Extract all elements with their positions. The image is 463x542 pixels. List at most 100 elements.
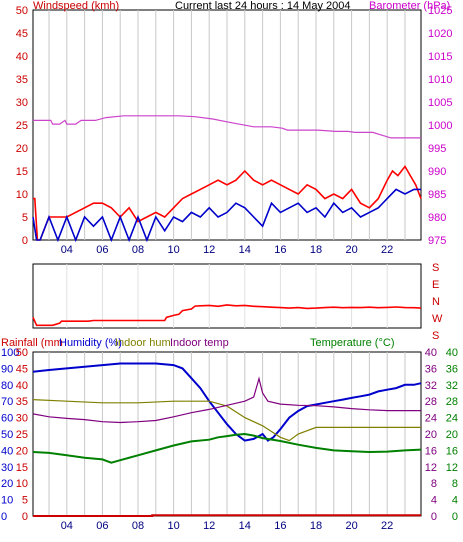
direction-tick-label: W — [432, 313, 443, 325]
humidity-tick-label: 60 — [1, 413, 13, 425]
wind-x-tick-label: 04 — [61, 244, 73, 256]
humidity-x-tick-label: 08 — [132, 520, 144, 532]
wind-tick-label: 15 — [16, 166, 28, 178]
wind-tick-label: 45 — [16, 28, 28, 40]
direction-plot-frame — [32, 263, 422, 329]
humidity-x-tick-label: 20 — [345, 520, 357, 532]
rainfall-tick-label: 0 — [22, 511, 28, 523]
indoor-temp-tick-label: 0 — [431, 511, 437, 523]
wind-axis-label: Windspeed (kmh) — [33, 0, 119, 12]
humidity-x-tick-label: 18 — [310, 520, 322, 532]
barometer-tick-label: 1000 — [428, 120, 452, 132]
barometer-tick-label: 985 — [428, 189, 446, 201]
wind-x-tick-label: 16 — [274, 244, 286, 256]
rainfall-tick-label: 30 — [16, 413, 28, 425]
wind-tick-label: 25 — [16, 120, 28, 132]
barometer-tick-label: 990 — [428, 166, 446, 178]
humidity-tick-label: 20 — [1, 478, 13, 490]
barometer-tick-label: 1005 — [428, 97, 452, 109]
barometer-tick-label: 995 — [428, 143, 446, 155]
temperature-tick-label: 16 — [446, 445, 458, 457]
direction-tick-label: S — [432, 262, 439, 274]
wind-tick-label: 50 — [16, 5, 28, 17]
rainfall-tick-label: 25 — [16, 429, 28, 441]
temperature-tick-label: 32 — [446, 380, 458, 392]
indoor-temp-tick-label: 24 — [425, 413, 437, 425]
wind-tick-label: 0 — [22, 235, 28, 247]
indoor-temp-tick-label: 32 — [425, 380, 437, 392]
wind-x-tick-label: 10 — [167, 244, 179, 256]
indoor-temp-tick-label: 28 — [425, 396, 437, 408]
wind-x-tick-label: 08 — [132, 244, 144, 256]
humidity-x-tick-label: 06 — [96, 520, 108, 532]
wind-x-tick-label: 20 — [345, 244, 357, 256]
humidity-tick-label: 0 — [1, 511, 7, 523]
indoor_hum-series — [32, 399, 421, 442]
barometer-tick-label: 1020 — [428, 28, 452, 40]
barometer-tick-label: 1015 — [428, 51, 452, 63]
wind_avg-series — [32, 188, 421, 243]
temperature-tick-label: 36 — [446, 363, 458, 375]
wind-tick-label: 35 — [16, 74, 28, 86]
indoor-temp-axis-label: Indoor temp — [170, 337, 229, 349]
humidity-tick-label: 80 — [1, 380, 13, 392]
barometer-axis-label: Barometer (hPa) — [369, 0, 450, 12]
humidity-tick-label: 30 — [1, 462, 13, 474]
humidity-tick-label: 10 — [1, 495, 13, 507]
humidity-tick-label: 90 — [1, 363, 13, 375]
rainfall-tick-label: 20 — [16, 445, 28, 457]
wind-x-tick-label: 22 — [381, 244, 393, 256]
temperature-tick-label: 20 — [446, 429, 458, 441]
humidity-x-tick-label: 10 — [167, 520, 179, 532]
humidity-x-tick-label: 14 — [239, 520, 251, 532]
barometer-series — [33, 115, 421, 139]
direction-tick-label: E — [432, 279, 439, 291]
barometer-tick-label: 980 — [428, 212, 446, 224]
humidity-axis-label: Humidity (%) — [59, 337, 122, 349]
indoor-hum-axis-label: Indoor hum — [115, 337, 171, 349]
humidity-x-tick-label: 04 — [61, 520, 73, 532]
rainfall-tick-label: 45 — [16, 363, 28, 375]
temperature-tick-label: 4 — [452, 495, 458, 507]
wind-tick-label: 10 — [16, 189, 28, 201]
barometer-tick-label: 1010 — [428, 74, 452, 86]
rainfall-tick-label: 50 — [16, 347, 28, 359]
temperature-series — [32, 432, 422, 464]
wind_gust-series — [33, 164, 422, 241]
temperature-axis-label: Temperature (°C) — [310, 337, 394, 349]
wind-x-tick-label: 14 — [239, 244, 251, 256]
indoor_temp-series — [32, 376, 421, 424]
temperature-tick-label: 0 — [452, 511, 458, 523]
wind-x-tick-label: 12 — [203, 244, 215, 256]
temperature-tick-label: 8 — [452, 478, 458, 490]
direction-tick-label: N — [432, 296, 440, 308]
indoor-temp-tick-label: 36 — [425, 363, 437, 375]
humidity-tick-label: 40 — [1, 445, 13, 457]
indoor-temp-tick-label: 8 — [431, 478, 437, 490]
wind-tick-label: 30 — [16, 97, 28, 109]
rainfall-tick-label: 40 — [16, 380, 28, 392]
temperature-tick-label: 12 — [446, 462, 458, 474]
indoor-temp-tick-label: 40 — [425, 347, 437, 359]
chart-title: Current last 24 hours : 14 May 2004 — [175, 0, 350, 12]
indoor-temp-tick-label: 16 — [425, 445, 437, 457]
humidity-x-tick-label: 22 — [381, 520, 393, 532]
temperature-tick-label: 28 — [446, 396, 458, 408]
wind-tick-label: 20 — [16, 143, 28, 155]
wind-x-tick-label: 06 — [96, 244, 108, 256]
humidity-tick-label: 100 — [1, 347, 19, 359]
temperature-tick-label: 40 — [446, 347, 458, 359]
humidity-tick-label: 70 — [1, 396, 13, 408]
temperature-tick-label: 24 — [446, 413, 458, 425]
barometer-tick-label: 1025 — [428, 5, 452, 17]
humidity-x-tick-label: 16 — [274, 520, 286, 532]
rainfall-tick-label: 5 — [22, 495, 28, 507]
rainfall-tick-label: 35 — [16, 396, 28, 408]
rainfall-series — [33, 514, 421, 517]
rainfall-tick-label: 15 — [16, 462, 28, 474]
rainfall-tick-label: 10 — [16, 478, 28, 490]
